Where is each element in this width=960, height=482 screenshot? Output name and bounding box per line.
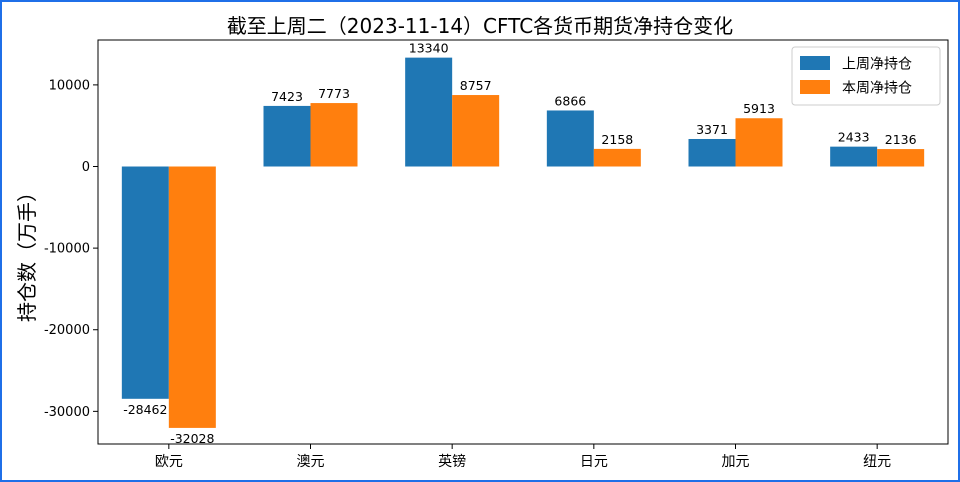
data-label-last-week-1: 7423	[271, 89, 303, 104]
legend-swatch-1	[800, 80, 830, 94]
y-tick-label-1: -20000	[44, 323, 90, 338]
data-label-last-week-2: 13340	[409, 41, 449, 56]
y-tick-label-0: -30000	[44, 405, 90, 420]
bar-this-week-2	[452, 95, 500, 167]
bar-last-week-2	[405, 57, 453, 167]
bar-this-week-4	[735, 118, 783, 167]
bar-last-week-1	[263, 105, 311, 167]
legend-label-0: 上周净持仓	[842, 57, 912, 73]
data-label-last-week-4: 3371	[696, 122, 728, 137]
x-tick-label-1: 澳元	[297, 454, 325, 470]
data-label-this-week-1: 7773	[318, 86, 350, 101]
bars-group	[121, 57, 925, 428]
data-label-last-week-0: -28462	[123, 402, 167, 417]
data-label-this-week-4: 5913	[743, 101, 775, 116]
bar-this-week-3	[593, 148, 641, 167]
bar-this-week-1	[310, 103, 358, 167]
data-label-this-week-2: 8757	[460, 78, 492, 93]
data-label-this-week-0: -32028	[170, 431, 214, 446]
bar-last-week-4	[688, 138, 736, 167]
data-label-this-week-5: 2136	[885, 132, 917, 147]
chart-title: 截至上周二（2023-11-14）CFTC各货币期货净持仓变化	[227, 14, 733, 38]
x-tick-label-3: 日元	[580, 454, 608, 470]
data-label-last-week-5: 2433	[838, 130, 870, 145]
data-label-last-week-3: 6866	[554, 93, 586, 108]
x-tick-label-5: 纽元	[863, 454, 891, 470]
bar-last-week-0	[121, 166, 169, 399]
y-tick-label-4: 10000	[49, 78, 90, 93]
data-label-this-week-3: 2158	[601, 132, 633, 147]
plot-frame	[97, 39, 949, 445]
x-tick-label-2: 英镑	[438, 453, 466, 470]
legend-swatch-0	[800, 56, 830, 70]
bar-this-week-5	[877, 149, 925, 167]
axes-group: 欧元 澳元 英镑 日元 加元 纽元 -30000 -20000 -10000 0 10000	[44, 39, 949, 470]
legend-label-1: 本周净持仓	[842, 81, 912, 97]
y-axis-label: 持仓数（万手）	[15, 182, 39, 322]
bar-last-week-5	[830, 146, 878, 167]
bar-this-week-0	[168, 166, 216, 428]
y-tick-label-2: -10000	[44, 242, 90, 257]
data-labels-group: -28462-32028 7423 7773 13340 8757 6866 2158 337…	[123, 41, 916, 446]
x-tick-label-4: 加元	[722, 454, 750, 470]
y-tick-label-3: 0	[82, 160, 90, 175]
x-tick-label-0: 欧元	[155, 454, 183, 470]
bar-last-week-3	[546, 110, 594, 167]
